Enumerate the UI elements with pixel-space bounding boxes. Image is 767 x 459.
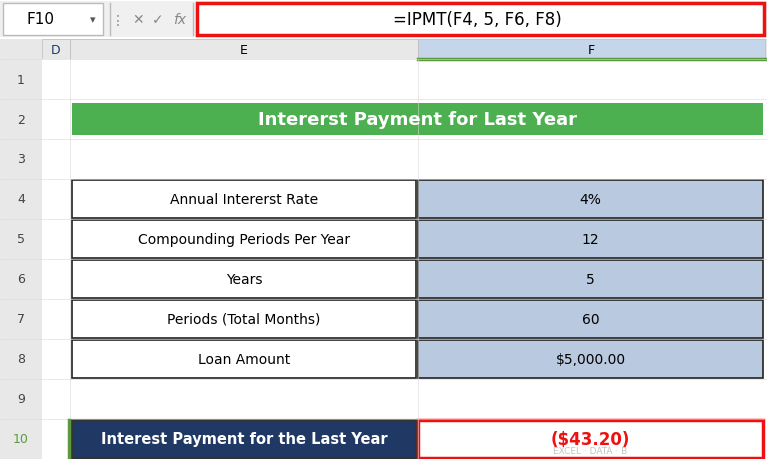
Text: ✕: ✕ <box>132 13 144 27</box>
Text: 3: 3 <box>17 153 25 166</box>
Text: 8: 8 <box>17 353 25 366</box>
FancyBboxPatch shape <box>0 40 42 459</box>
Text: Loan Amount: Loan Amount <box>198 352 290 366</box>
FancyBboxPatch shape <box>72 420 416 458</box>
Text: 9: 9 <box>17 392 25 406</box>
Text: Interest Payment for the Last Year: Interest Payment for the Last Year <box>100 431 387 447</box>
FancyBboxPatch shape <box>418 220 763 258</box>
Text: 7: 7 <box>17 313 25 326</box>
Text: Years: Years <box>225 272 262 286</box>
FancyBboxPatch shape <box>72 300 416 338</box>
FancyBboxPatch shape <box>42 60 767 459</box>
Text: Annual Intererst Rate: Annual Intererst Rate <box>170 193 318 207</box>
FancyBboxPatch shape <box>0 40 767 60</box>
FancyBboxPatch shape <box>418 40 765 60</box>
Text: F: F <box>588 44 595 56</box>
FancyBboxPatch shape <box>72 104 763 136</box>
Text: D: D <box>51 44 61 56</box>
Text: EXCEL · DATA · B: EXCEL · DATA · B <box>553 447 627 455</box>
Text: E: E <box>240 44 248 56</box>
FancyBboxPatch shape <box>72 340 416 378</box>
FancyBboxPatch shape <box>418 340 763 378</box>
Text: 5: 5 <box>586 272 595 286</box>
Text: 10: 10 <box>13 432 29 446</box>
Text: $5,000.00: $5,000.00 <box>555 352 626 366</box>
FancyBboxPatch shape <box>3 4 103 36</box>
Text: 1: 1 <box>17 73 25 86</box>
FancyBboxPatch shape <box>72 180 416 218</box>
Text: 4%: 4% <box>580 193 601 207</box>
Text: ▾: ▾ <box>91 15 96 25</box>
FancyBboxPatch shape <box>70 40 418 60</box>
FancyBboxPatch shape <box>418 420 763 458</box>
Text: Compounding Periods Per Year: Compounding Periods Per Year <box>138 233 350 246</box>
Text: =IPMT(F4, 5, F6, F8): =IPMT(F4, 5, F6, F8) <box>393 11 561 29</box>
Text: fx: fx <box>173 13 186 27</box>
FancyBboxPatch shape <box>418 260 763 298</box>
Text: 4: 4 <box>17 193 25 206</box>
Text: ✓: ✓ <box>152 13 164 27</box>
Text: 6: 6 <box>17 273 25 286</box>
Text: 60: 60 <box>581 312 599 326</box>
Text: 2: 2 <box>17 113 25 126</box>
Text: F10: F10 <box>27 12 55 28</box>
FancyBboxPatch shape <box>42 40 70 60</box>
FancyBboxPatch shape <box>418 180 763 218</box>
Text: 5: 5 <box>17 233 25 246</box>
FancyBboxPatch shape <box>72 220 416 258</box>
FancyBboxPatch shape <box>418 300 763 338</box>
FancyBboxPatch shape <box>197 4 764 36</box>
Text: ⋮: ⋮ <box>111 14 125 28</box>
FancyBboxPatch shape <box>72 260 416 298</box>
Text: Periods (Total Months): Periods (Total Months) <box>167 312 321 326</box>
Text: ($43.20): ($43.20) <box>551 430 630 448</box>
Text: Intererst Payment for Last Year: Intererst Payment for Last Year <box>258 111 577 129</box>
FancyBboxPatch shape <box>0 2 767 38</box>
Text: 12: 12 <box>581 233 599 246</box>
